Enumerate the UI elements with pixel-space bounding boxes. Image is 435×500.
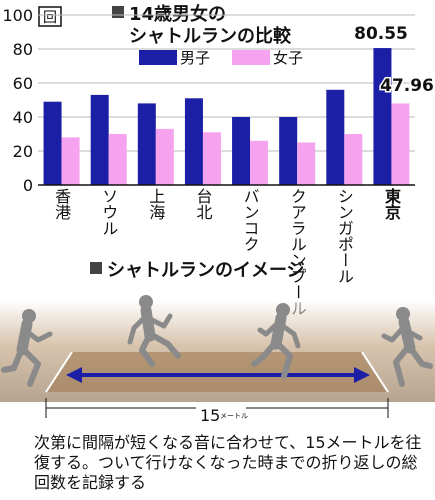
y-tick-label: 80 <box>13 40 33 59</box>
title-cube-icon <box>112 6 124 18</box>
bar-boys <box>232 117 251 185</box>
distance-indicator: 15 メートル <box>45 398 389 425</box>
end-line <box>361 351 389 393</box>
caption: 次第に間隔が短くなる音に合わせて、15メートルを往復する。ついて行けなくなった時… <box>34 433 422 492</box>
x-tick-label: 上海 <box>146 188 165 220</box>
x-tick-label: ソウル <box>99 188 118 236</box>
y-unit: 回 <box>38 6 62 27</box>
y-unit-label: 回 <box>43 10 57 26</box>
bar-boys <box>373 48 392 185</box>
bar-girls <box>108 134 127 185</box>
distance-unit: メートル <box>220 412 248 420</box>
data-label-tokyo-boys: 80.55 <box>354 24 408 44</box>
y-tick-label: 60 <box>13 74 33 93</box>
bars <box>43 48 410 185</box>
x-axis: 香港 ソウル 上海 台北 バンコク クアラルンプール シンガポール 東京 <box>52 187 401 316</box>
bar-boys <box>137 103 156 185</box>
x-tick-label: 香港 <box>52 188 71 220</box>
y-tick-label: 20 <box>13 142 33 161</box>
bar-boys <box>90 94 109 185</box>
x-tick-label: シンガポール <box>335 188 354 284</box>
x-tick-label: クアラルンプール <box>288 188 307 316</box>
illustration: シャトルランのイメージ <box>0 260 435 425</box>
data-label-tokyo-girls: 47.96 <box>380 76 434 96</box>
bar-girls <box>344 134 363 185</box>
runner-icon-4 <box>381 307 433 387</box>
legend-swatch-girls <box>232 50 270 65</box>
bar-girls <box>61 137 80 185</box>
y-tick-label: 40 <box>13 108 33 127</box>
bar-girls <box>202 132 221 185</box>
legend-label-girls: 女子 <box>273 49 303 67</box>
x-tick-label: 東京 <box>382 187 401 221</box>
illustration-cube-icon <box>90 262 102 274</box>
legend: 男子 女子 <box>139 49 303 67</box>
x-tick-label: 台北 <box>193 188 212 220</box>
runner-icon-1 <box>1 309 53 387</box>
chart-title-line-2: シャトルランの比較 <box>129 25 292 47</box>
track-lane <box>46 352 388 392</box>
chart-title: 14歳男女の シャトルランの比較 <box>112 3 292 47</box>
illustration-title: シャトルランのイメージ <box>107 260 305 281</box>
distance-number: 15 <box>200 406 220 425</box>
y-axis: 0 20 40 60 80 100 <box>2 6 33 195</box>
bar-girls <box>297 142 316 185</box>
chart-title-line-1: 14歳男女の <box>129 3 226 25</box>
start-line <box>45 351 73 393</box>
bar-boys <box>326 89 345 185</box>
bar-boys <box>279 117 298 185</box>
bar-boys <box>43 101 62 185</box>
double-arrow-icon <box>66 367 370 383</box>
runner-icon-3 <box>251 303 301 379</box>
y-tick-label: 0 <box>23 176 33 195</box>
y-tick-label: 100 <box>2 6 33 25</box>
legend-label-boys: 男子 <box>180 49 210 67</box>
bar-girls <box>391 103 410 185</box>
bar-boys <box>184 98 203 185</box>
bar-girls <box>155 128 174 185</box>
legend-swatch-boys <box>139 50 177 65</box>
x-tick-label: バンコク <box>241 188 260 252</box>
bar-girls <box>250 140 269 185</box>
runner-icon-2 <box>127 295 181 367</box>
